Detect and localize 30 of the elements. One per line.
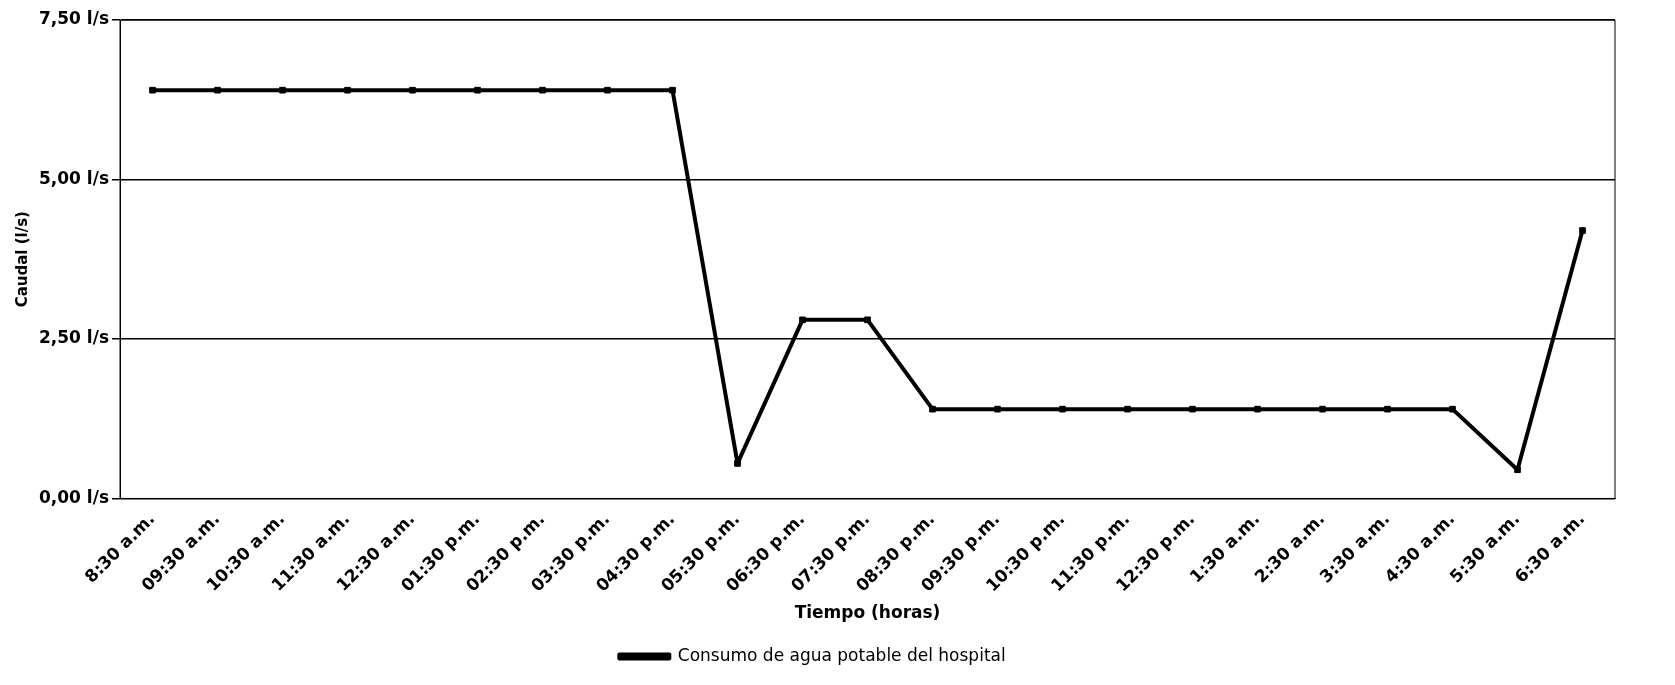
point xyxy=(734,460,741,467)
point xyxy=(344,86,351,94)
point xyxy=(409,86,416,94)
point xyxy=(1254,405,1261,413)
point xyxy=(1124,405,1131,413)
point xyxy=(214,86,221,94)
point xyxy=(994,405,1001,413)
point xyxy=(539,86,546,94)
point xyxy=(604,86,611,94)
legend-label: Consumo de agua potable del hospital xyxy=(677,644,1006,665)
y-tick-label: 2,50 l/s xyxy=(38,327,110,348)
point xyxy=(799,316,806,324)
point xyxy=(1189,405,1196,413)
point xyxy=(474,86,481,94)
point xyxy=(1059,405,1066,413)
y-tick-label: 5,00 l/s xyxy=(38,167,110,188)
point xyxy=(279,86,286,94)
point xyxy=(1319,405,1326,413)
point xyxy=(864,316,871,324)
point xyxy=(149,86,156,94)
y-tick-label: 0,00 l/s xyxy=(38,486,110,507)
point xyxy=(1514,466,1521,474)
point xyxy=(1449,405,1456,413)
point xyxy=(1579,227,1586,234)
y-tick-label: 7,50 l/s xyxy=(38,8,110,29)
point xyxy=(1384,405,1391,413)
point xyxy=(669,86,676,94)
x-axis-title: Tiempo (horas) xyxy=(794,602,941,623)
point xyxy=(929,405,936,413)
y-axis-title: Caudal (l/s) xyxy=(12,211,31,308)
